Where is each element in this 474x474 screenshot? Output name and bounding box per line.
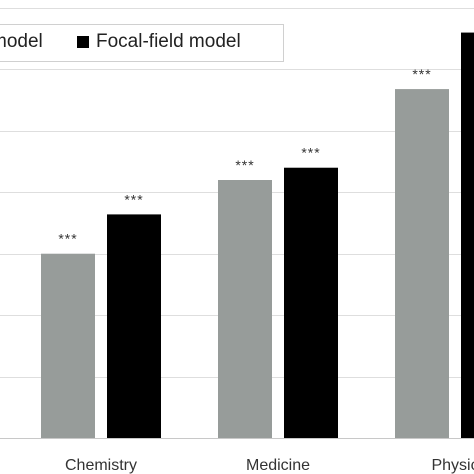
category-label-medicine: Medicine bbox=[246, 457, 310, 474]
significance-label: *** bbox=[235, 157, 254, 173]
significance-label: *** bbox=[412, 66, 431, 82]
legend-item-series-1: model bbox=[0, 31, 43, 53]
bar-physics-series-2 bbox=[461, 32, 474, 438]
legend-label-series-1: model bbox=[0, 31, 43, 52]
legend-item-series-2: Focal-field model bbox=[77, 31, 241, 53]
bar-physics-series-1 bbox=[395, 89, 449, 438]
category-label-chemistry: Chemistry bbox=[65, 457, 137, 474]
significance-label: *** bbox=[124, 191, 143, 207]
bar-chemistry-series-2 bbox=[107, 214, 161, 438]
category-label-physics: Physic bbox=[431, 457, 474, 474]
bar-medicine-series-1 bbox=[218, 180, 272, 438]
legend-swatch-series-2 bbox=[77, 36, 89, 48]
significance-annotations: *** *** *** *** *** bbox=[58, 66, 431, 247]
legend: model Focal-field model bbox=[0, 24, 284, 62]
bars bbox=[41, 32, 474, 438]
bar-medicine-series-2 bbox=[284, 167, 338, 438]
legend-label-series-2: Focal-field model bbox=[96, 31, 241, 52]
category-labels: Chemistry Medicine Physic bbox=[65, 457, 474, 474]
significance-label: *** bbox=[58, 231, 77, 247]
bar-chemistry-series-1 bbox=[41, 253, 95, 438]
significance-label: *** bbox=[301, 145, 320, 161]
